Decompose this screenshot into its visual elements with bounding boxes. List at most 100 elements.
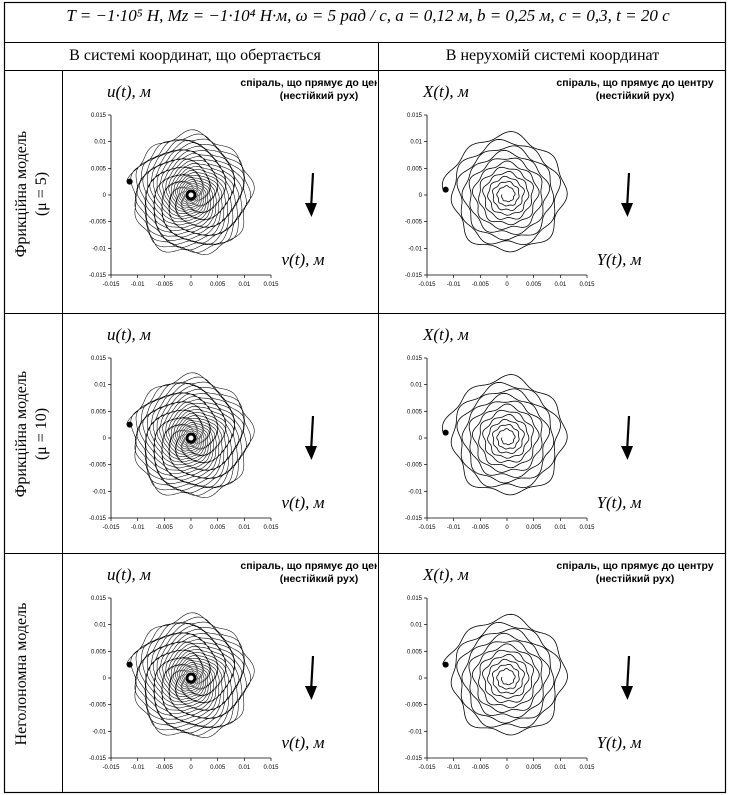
- annotation-text: спіраль, що прямує до центру: [240, 560, 377, 572]
- y-tick-label: -0.015: [405, 273, 423, 279]
- y-tick-label: 0.015: [407, 113, 423, 119]
- y-tick-label: 0.01: [410, 383, 422, 389]
- y-tick-label: -0.005: [89, 703, 107, 709]
- y-tick-label: -0.015: [89, 273, 107, 279]
- y-tick-label: 0.015: [91, 596, 107, 602]
- plot-panel-1-rotating: -0.015 -0.01 -0.005 0 0.005 0.01 0.015 -0.015 -0…: [89, 77, 377, 288]
- x-tick-label: -0.015: [418, 765, 436, 771]
- start-point-marker: [442, 429, 449, 436]
- x-tick-label: -0.01: [131, 282, 145, 288]
- x-axis-label: Y(t), м: [597, 250, 642, 269]
- annotation-text: (нестійкий рух): [280, 90, 359, 102]
- centre-hole: [188, 435, 194, 441]
- trajectory-line: [442, 613, 568, 736]
- y-tick-label: -0.015: [89, 756, 107, 762]
- x-tick-label: -0.01: [447, 525, 461, 531]
- y-tick-label: 0.01: [94, 140, 106, 146]
- row-label-1: Фрикційна модель (μ = 5): [12, 74, 56, 314]
- y-tick-label: -0.015: [405, 756, 423, 762]
- trajectory-line: [441, 374, 568, 496]
- y-tick-label: 0.015: [91, 113, 107, 119]
- plot-panel-2-rotating: -0.015 -0.01 -0.005 0 0.005 0.01 0.015 -0.015 -0…: [89, 325, 325, 531]
- x-tick-label: -0.005: [472, 525, 490, 531]
- annotation-text: спіраль, що прямує до центру: [240, 77, 377, 89]
- y-axis-label: u(t), м: [107, 325, 151, 344]
- row-label-3-line1: Неголономна модель: [13, 602, 30, 746]
- x-tick-label: -0.005: [156, 525, 174, 531]
- x-tick-label: 0.005: [210, 765, 226, 771]
- y-tick-label: 0.015: [407, 596, 423, 602]
- x-tick-label: 0: [505, 282, 509, 288]
- y-axis-label: u(t), м: [107, 82, 151, 101]
- y-tick-label: 0.005: [91, 649, 107, 655]
- x-tick-label: 0.01: [554, 282, 566, 288]
- x-tick-label: -0.015: [418, 282, 436, 288]
- direction-arrow-head: [621, 203, 633, 217]
- x-tick-label: 0.005: [526, 282, 542, 288]
- plot-panel-2-fixed: -0.015 -0.01 -0.005 0 0.005 0.01 0.015 -0.015 -0…: [405, 325, 642, 531]
- y-axis-label: X(t), м: [422, 82, 469, 101]
- y-tick-label: 0.005: [91, 409, 107, 415]
- x-tick-label: 0: [189, 525, 193, 531]
- y-tick-label: 0.01: [94, 623, 106, 629]
- x-tick-label: 0: [189, 765, 193, 771]
- annotation-text: (нестійкий рух): [596, 90, 675, 102]
- direction-arrow-head: [305, 446, 317, 460]
- y-tick-label: 0.01: [410, 140, 422, 146]
- y-tick-label: -0.01: [92, 489, 106, 495]
- x-tick-label: -0.005: [472, 765, 490, 771]
- y-tick-label: -0.01: [92, 729, 106, 735]
- direction-arrow-head: [621, 686, 633, 700]
- x-tick-label: 0: [505, 765, 509, 771]
- plot-panel-1-fixed: -0.015 -0.01 -0.005 0 0.005 0.01 0.015 -0.015 -0…: [405, 77, 714, 288]
- row-label-2: Фрикційна модель (μ = 10): [12, 314, 56, 554]
- x-axis-label: v(t), м: [282, 493, 325, 512]
- x-tick-label: 0: [189, 282, 193, 288]
- row-label-2-line1: Фрикційна модель: [13, 370, 30, 498]
- plot-panel-3-fixed: -0.015 -0.01 -0.005 0 0.005 0.01 0.015 -0.015 -0…: [405, 560, 714, 771]
- x-tick-label: 0.005: [210, 525, 226, 531]
- y-tick-label: 0.01: [410, 623, 422, 629]
- y-tick-label: 0: [103, 436, 107, 442]
- x-tick-label: 0.005: [526, 525, 542, 531]
- x-tick-label: -0.005: [156, 282, 174, 288]
- x-axis-label: Y(t), м: [597, 493, 642, 512]
- column-header-rotating: В системі координат, що обертається: [69, 47, 321, 64]
- x-tick-label: -0.01: [131, 765, 145, 771]
- x-tick-label: -0.015: [102, 525, 120, 531]
- x-axis-label: v(t), м: [282, 250, 325, 269]
- x-tick-label: -0.015: [418, 525, 436, 531]
- x-tick-label: 0.015: [579, 525, 595, 531]
- x-tick-label: 0.015: [263, 525, 279, 531]
- x-tick-label: 0.01: [238, 765, 250, 771]
- y-tick-label: 0: [103, 676, 107, 682]
- y-tick-label: -0.01: [92, 246, 106, 252]
- x-tick-label: -0.01: [131, 525, 145, 531]
- y-tick-label: 0.005: [407, 649, 423, 655]
- x-tick-label: -0.01: [447, 765, 461, 771]
- start-point-marker: [126, 421, 133, 428]
- annotation-text: (нестійкий рух): [280, 573, 359, 585]
- x-tick-label: 0: [505, 525, 509, 531]
- x-tick-label: 0.005: [526, 765, 542, 771]
- x-tick-label: -0.01: [447, 282, 461, 288]
- y-axis-label: u(t), м: [107, 565, 151, 584]
- trajectory-line: [126, 612, 255, 738]
- y-tick-label: -0.005: [405, 703, 423, 709]
- x-tick-label: 0.015: [579, 765, 595, 771]
- x-tick-label: 0.01: [238, 282, 250, 288]
- y-tick-label: 0.005: [407, 166, 423, 172]
- y-axis-label: X(t), м: [422, 325, 469, 344]
- trajectory-line: [126, 129, 255, 255]
- x-tick-label: 0.015: [263, 282, 279, 288]
- y-tick-label: -0.005: [89, 463, 107, 469]
- direction-arrow-head: [305, 686, 317, 700]
- row-label-3: Неголономна модель: [12, 554, 56, 794]
- trajectory-line: [126, 372, 255, 498]
- x-tick-label: 0.015: [263, 765, 279, 771]
- annotation-text: спіраль, що прямує до центру: [556, 77, 713, 89]
- x-axis-label: v(t), м: [282, 733, 325, 752]
- y-tick-label: -0.015: [405, 516, 423, 522]
